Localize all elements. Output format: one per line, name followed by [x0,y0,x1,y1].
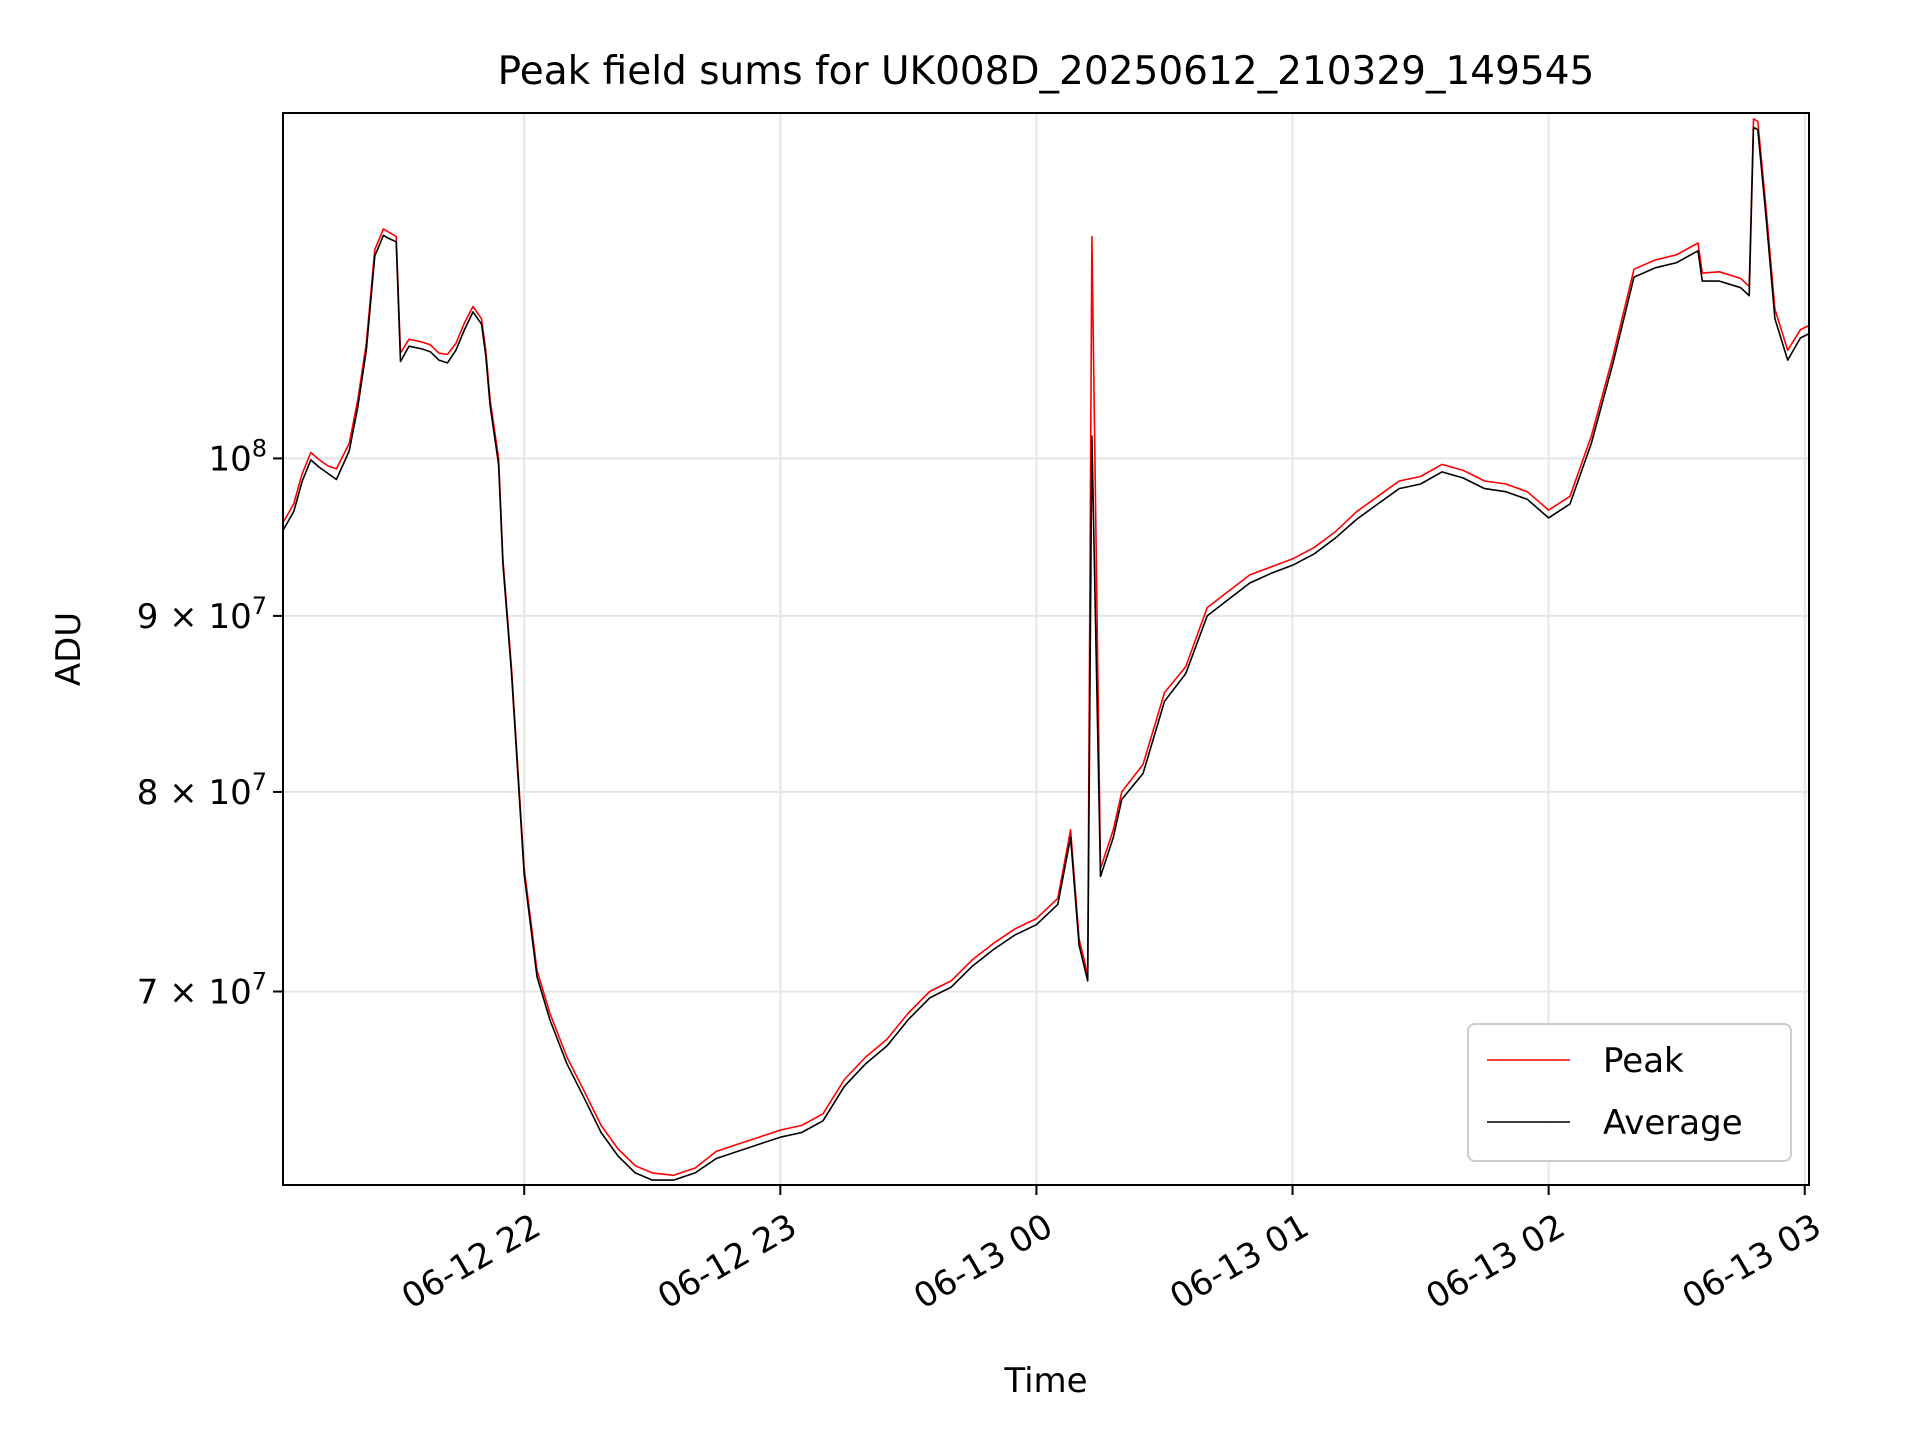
legend-box [1467,1023,1792,1162]
series-layer [283,118,1809,1181]
plot-frame [282,112,1810,1186]
y-tick-label: 9 × 107 [137,592,267,637]
grid-lines [283,113,1809,1185]
legend: Peak Average [1467,1023,1792,1162]
series-line-peak [283,118,1809,1177]
x-axis-label: Time [1003,1361,1087,1401]
legend-label-average: Average [1603,1103,1743,1143]
y-tick-label: 7 × 107 [137,968,267,1013]
y-tick-label: 108 [208,434,267,479]
legend-label-peak: Peak [1603,1041,1684,1081]
series-line-average [283,126,1809,1181]
chart-title: Peak field sums for UK008D_20250612_2103… [498,49,1595,94]
y-axis-label: ADU [49,612,89,686]
y-tick-label: 8 × 107 [137,768,267,813]
y-axis-ticks: 7 × 107 8 × 107 9 × 107 108 [137,434,283,1013]
